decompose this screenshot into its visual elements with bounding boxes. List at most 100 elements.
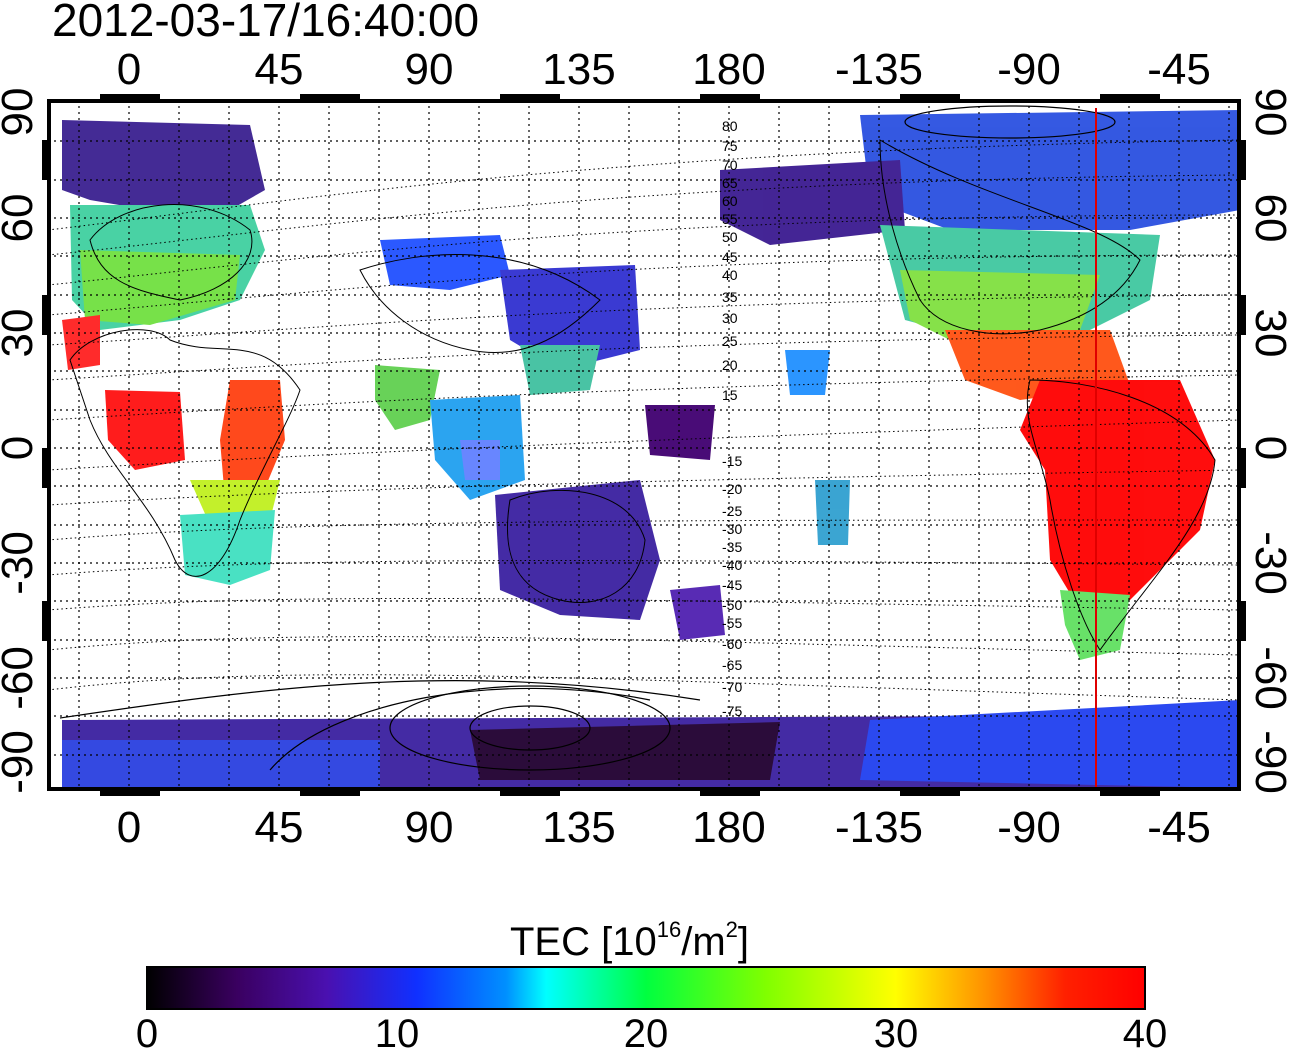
mlat-label: 80: [722, 118, 738, 134]
mlat-label: -40: [722, 557, 742, 573]
colorbar-title-end: ]: [737, 920, 750, 964]
mlat-label: -60: [722, 636, 742, 652]
lat-ticks-right: 90 60 30 0 -30 -60 -90: [1246, 88, 1292, 794]
lat-tick-left: 90: [0, 88, 42, 137]
colorbar-title: TEC [1016/m2]: [510, 906, 749, 966]
lon-tick-top: 45: [255, 45, 304, 94]
mlat-label: 20: [722, 357, 738, 373]
lon-ticks-bottom: 0 45 90 135 180 -135 -90 -45: [117, 803, 1211, 852]
tec-patch-europe-high: [62, 120, 265, 212]
mlat-label: 65: [722, 175, 738, 191]
lat-tick-right: 60: [1246, 194, 1292, 243]
colorbar-title-unit: /m: [681, 920, 726, 964]
tec-patch-europe-green: [80, 250, 240, 325]
lon-tick-bottom: -135: [835, 803, 923, 852]
tec-patch-alaska: [720, 160, 905, 245]
lat-tick-right: 90: [1246, 88, 1292, 137]
lon-tick-top: -135: [835, 45, 923, 94]
lon-tick-bottom: -90: [997, 803, 1061, 852]
mlat-contours: [48, 139, 1240, 701]
lon-tick-bottom: 0: [117, 803, 141, 852]
mlat-label: -50: [722, 597, 742, 613]
lon-tick-top: 0: [117, 45, 141, 94]
mlat-label: -75: [722, 703, 742, 719]
mlat-label: 25: [722, 333, 738, 349]
lon-ticks-top: 0 45 90 135 180 -135 -90 -45: [117, 45, 1211, 94]
mlat-label: 55: [722, 211, 738, 227]
mlat-label: 60: [722, 193, 738, 209]
graticule: [48, 100, 1240, 790]
tec-patch-usa-green: [900, 270, 1100, 345]
mlat-label: -35: [722, 539, 742, 555]
colorbar-title-unit-exponent: 2: [725, 917, 738, 942]
tec-patch-south-america: [1020, 380, 1215, 610]
colorbar-title-exponent: 16: [656, 917, 682, 942]
mlat-label: 75: [722, 138, 738, 154]
coastlines: [69, 139, 1216, 651]
colorbar-tick: 10: [374, 1012, 420, 1056]
tec-patch-china-south: [520, 345, 600, 395]
lat-tick-left: -30: [0, 531, 42, 595]
lat-tick-right: -30: [1246, 531, 1292, 595]
lon-tick-bottom: 45: [255, 803, 304, 852]
colorbar-title-main: TEC [10: [510, 920, 657, 964]
lat-ticks-left: 90 60 30 0 -30 -60 -90: [0, 88, 42, 794]
lon-tick-top: -45: [1147, 45, 1211, 94]
tec-patch-east-africa: [220, 380, 285, 500]
map-timestamp: 2012-03-17/16:40:00: [52, 0, 480, 46]
lon-tick-top: 90: [405, 45, 454, 94]
tec-patch-antarctica-east: [860, 700, 1240, 788]
mlat-label: -15: [722, 453, 742, 469]
colorbar: [146, 966, 1146, 1010]
mlat-label: 45: [722, 249, 738, 265]
tec-patch-iberia: [62, 315, 100, 370]
tec-patch-pacific-1: [645, 405, 715, 460]
mlat-label: -20: [722, 481, 742, 497]
lat-tick-right: 0: [1246, 436, 1292, 460]
lat-tick-right: -90: [1246, 730, 1292, 794]
mlat-label: -25: [722, 503, 742, 519]
lon-tick-bottom: 90: [405, 803, 454, 852]
lat-tick-right: 30: [1246, 309, 1292, 358]
lon-tick-top: 180: [692, 45, 765, 94]
mlat-label: -30: [722, 521, 742, 537]
tec-patch-indonesia: [460, 440, 500, 480]
colorbar-tick: 0: [135, 1012, 159, 1056]
tec-patch-antarctica-west: [62, 740, 380, 788]
mlat-label: 35: [722, 289, 738, 305]
mlat-label: -65: [722, 657, 742, 673]
tec-patch-new-zealand: [670, 585, 725, 640]
tec-patch-asia-north: [380, 235, 510, 290]
tec-patch-pacific-2: [785, 350, 830, 395]
mlat-label: 15: [722, 387, 738, 403]
lon-tick-bottom: 180: [692, 803, 765, 852]
lon-tick-bottom: 135: [542, 803, 615, 852]
lon-tick-top: -90: [997, 45, 1061, 94]
lat-tick-left: -90: [0, 730, 42, 794]
colorbar-tick: 40: [1122, 1012, 1168, 1056]
mlat-label: -55: [722, 615, 742, 631]
mlat-label: 70: [722, 157, 738, 173]
map-content: [48, 100, 1240, 790]
mlat-label: 40: [722, 267, 738, 283]
tec-patch-india: [375, 365, 440, 430]
tec-patch-arctic-na: [860, 110, 1240, 230]
pole-contours: [59, 105, 1116, 771]
mlat-label: -70: [722, 679, 742, 695]
lat-tick-left: -60: [0, 646, 42, 710]
mlat-label: -45: [722, 577, 742, 593]
colorbar-tick: 30: [873, 1012, 919, 1056]
mlat-labels: 80 75 70 65 60 55 50 45 40 35 30 25 20 1…: [722, 118, 742, 719]
tec-patch-east-asia: [500, 265, 640, 370]
mlat-label: 30: [722, 310, 738, 326]
tec-patches: [62, 110, 1240, 788]
lon-tick-top: 135: [542, 45, 615, 94]
frame-ticks: [42, 94, 1246, 796]
mlat-label: 50: [722, 229, 738, 245]
lat-tick-right: -60: [1246, 646, 1292, 710]
tec-patch-west-africa: [105, 390, 185, 470]
tec-patch-australia: [495, 480, 660, 620]
lat-tick-left: 60: [0, 194, 42, 243]
lat-tick-left: 30: [0, 309, 42, 358]
